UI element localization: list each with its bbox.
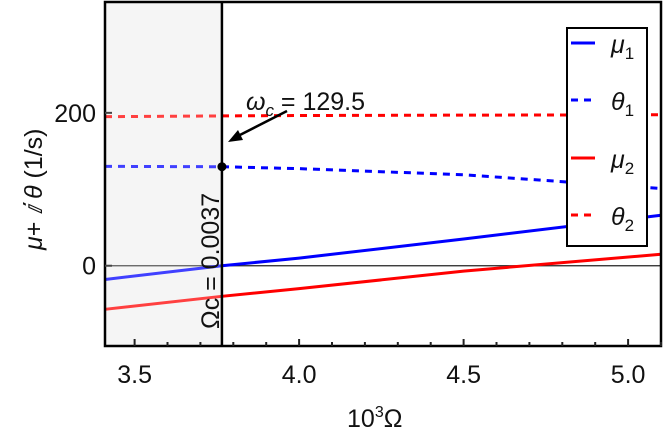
arrow-head-icon	[228, 130, 243, 142]
legend-label-μ1: μ1	[610, 31, 634, 63]
legend-box	[566, 27, 648, 247]
omega-c-annotation: ωc = 129.5	[246, 88, 365, 120]
legend: μ1 θ1 μ2 θ2	[566, 27, 648, 247]
y-axis-ticks: 0 200	[54, 100, 112, 281]
series-group	[104, 2, 662, 346]
critical-point-marker	[217, 162, 227, 172]
series-line-μ2	[104, 252, 662, 311]
x-tick-label: 5.0	[611, 361, 646, 389]
y-tick-label: 0	[82, 253, 96, 281]
shaded-region	[105, 2, 222, 346]
legend-label-μ2: μ2	[610, 146, 634, 178]
legend-label-θ1: θ1	[611, 88, 634, 120]
omega-c-value: = 129.5	[274, 88, 365, 116]
x-tick-label: 4.0	[282, 361, 317, 389]
annotation-arrow	[233, 109, 288, 140]
x-tick-label: 4.5	[446, 361, 481, 389]
y-axis-title: μ+ ⅈ θ (1/s)	[20, 129, 48, 252]
legend-label-θ2: θ2	[611, 203, 634, 235]
plot-frame	[103, 0, 663, 348]
x-axis-title: 103Ω	[347, 404, 402, 433]
omega-c-sub: c	[265, 101, 274, 120]
x-axis-ticks: 3.5 4.0 4.5 5.0	[117, 339, 662, 389]
x-tick-label: 3.5	[117, 361, 152, 389]
omega-c-symbol: ω	[246, 88, 265, 116]
y-tick-label: 200	[54, 100, 96, 128]
omega-critical-annotation: Ωc = 0.0037	[197, 193, 225, 329]
series-line-μ1	[104, 213, 662, 281]
